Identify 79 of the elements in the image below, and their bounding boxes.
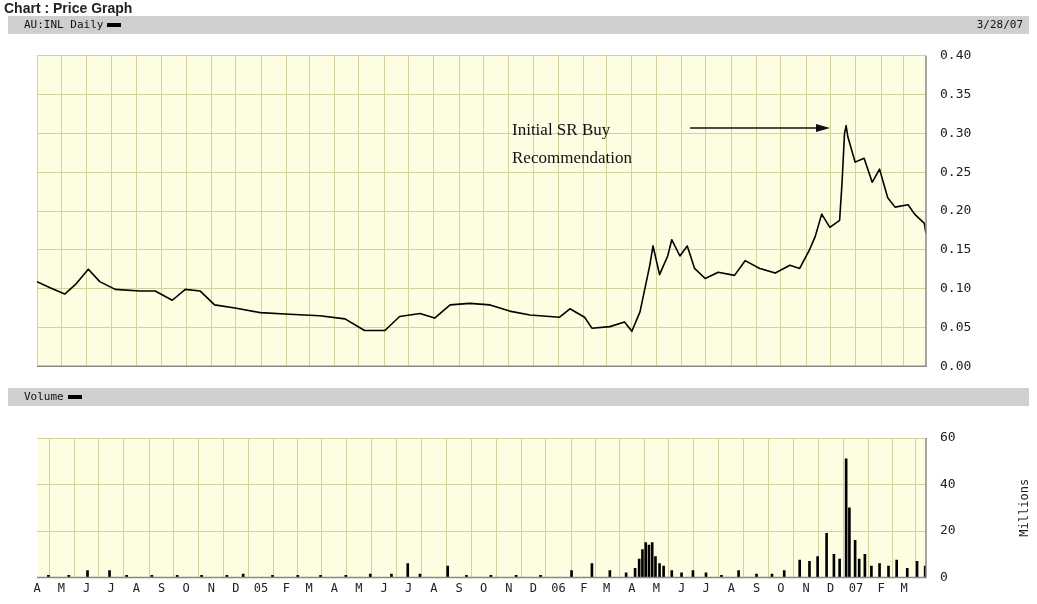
bar: [755, 573, 758, 578]
bar: [895, 559, 898, 578]
x-tick-label: A: [628, 580, 637, 595]
bar: [406, 563, 410, 578]
x-tick-label: J: [83, 580, 91, 595]
y-tick-label: 0.00: [940, 357, 972, 373]
y-tick-label: 20: [940, 522, 956, 538]
x-tick-label: A: [727, 580, 736, 595]
x-tick-label: F: [580, 580, 588, 595]
x-tick-label: F: [877, 580, 885, 595]
x-tick-label: D: [232, 580, 240, 595]
bar: [737, 570, 740, 578]
x-tick-label: M: [900, 580, 908, 595]
x-tick-label: A: [430, 580, 439, 595]
x-tick-label: M: [602, 580, 611, 595]
bar: [870, 565, 873, 578]
text: 3/28/07: [976, 17, 1023, 33]
x-tick-label: M: [57, 580, 66, 595]
bar: [670, 570, 674, 578]
x-tick-label: M: [355, 580, 363, 595]
bar: [816, 556, 819, 578]
y-tick-label: 0.20: [940, 202, 972, 218]
y-tick-label: 60: [940, 429, 956, 445]
bar: [86, 570, 89, 578]
y-tick-label: 0.40: [940, 47, 972, 63]
x-tick-label: 06: [551, 580, 566, 595]
x-tick-label: N: [802, 580, 810, 595]
x-tick-label: F: [282, 580, 290, 595]
x-tick-label: N: [505, 580, 513, 595]
y-tick-label: 0.10: [940, 279, 972, 295]
x-tick-label: M: [652, 580, 660, 595]
x-tick-label: S: [158, 580, 166, 595]
bar: [390, 573, 393, 578]
legend-label: AU:INL Daily: [24, 18, 104, 31]
bar: [108, 570, 111, 578]
x-tick-label: S: [455, 580, 463, 595]
bar: [446, 565, 450, 578]
bar: [662, 565, 665, 578]
x-tick-label: A: [132, 580, 141, 595]
x-tick-label: J: [702, 580, 710, 595]
y-tick-label: 0: [940, 568, 948, 584]
y-tick-label: 0.35: [940, 85, 972, 101]
x-tick-label: O: [182, 580, 190, 595]
x-tick-label: J: [380, 580, 388, 595]
y-tick-label: 40: [940, 475, 956, 491]
x-tick-label: J: [677, 580, 686, 595]
y-axis-title: Millions: [1017, 478, 1032, 537]
y-tick-label: 0.05: [940, 318, 972, 334]
x-tick-label: J: [107, 580, 115, 595]
bar: [857, 558, 861, 578]
y-tick-label: 0.25: [940, 163, 972, 179]
bar: [782, 570, 786, 578]
x-tick-label: O: [479, 580, 488, 595]
bar: [798, 559, 802, 578]
bar: [905, 567, 909, 578]
x-tick-label: J: [404, 580, 413, 595]
x-tick-label: N: [207, 580, 215, 595]
x-tick-label: M: [305, 580, 313, 595]
bar: [570, 570, 573, 578]
x-tick-label: D: [827, 580, 835, 595]
legend-label: Volume: [24, 390, 64, 403]
annotation: Initial SR Buy Recommendation: [512, 119, 633, 169]
bar: [808, 560, 811, 578]
x-tick-label: A: [33, 580, 42, 595]
chart-title: Chart : Price Graph: [3, 0, 134, 16]
bar: [878, 563, 881, 578]
bar: [887, 565, 890, 578]
x-tick-label: D: [529, 580, 537, 595]
x-tick-label: 07: [848, 580, 864, 595]
x-tick-label: S: [752, 580, 761, 595]
x-tick-label: 05: [253, 580, 269, 595]
x-tick-label: O: [777, 580, 785, 595]
bar: [825, 533, 828, 578]
bar: [838, 558, 841, 578]
bar: [368, 573, 372, 578]
x-tick-label: A: [330, 580, 339, 595]
bar: [680, 572, 683, 578]
y-tick-label: 0.15: [940, 241, 972, 257]
y-tick-label: 0.30: [940, 124, 972, 140]
